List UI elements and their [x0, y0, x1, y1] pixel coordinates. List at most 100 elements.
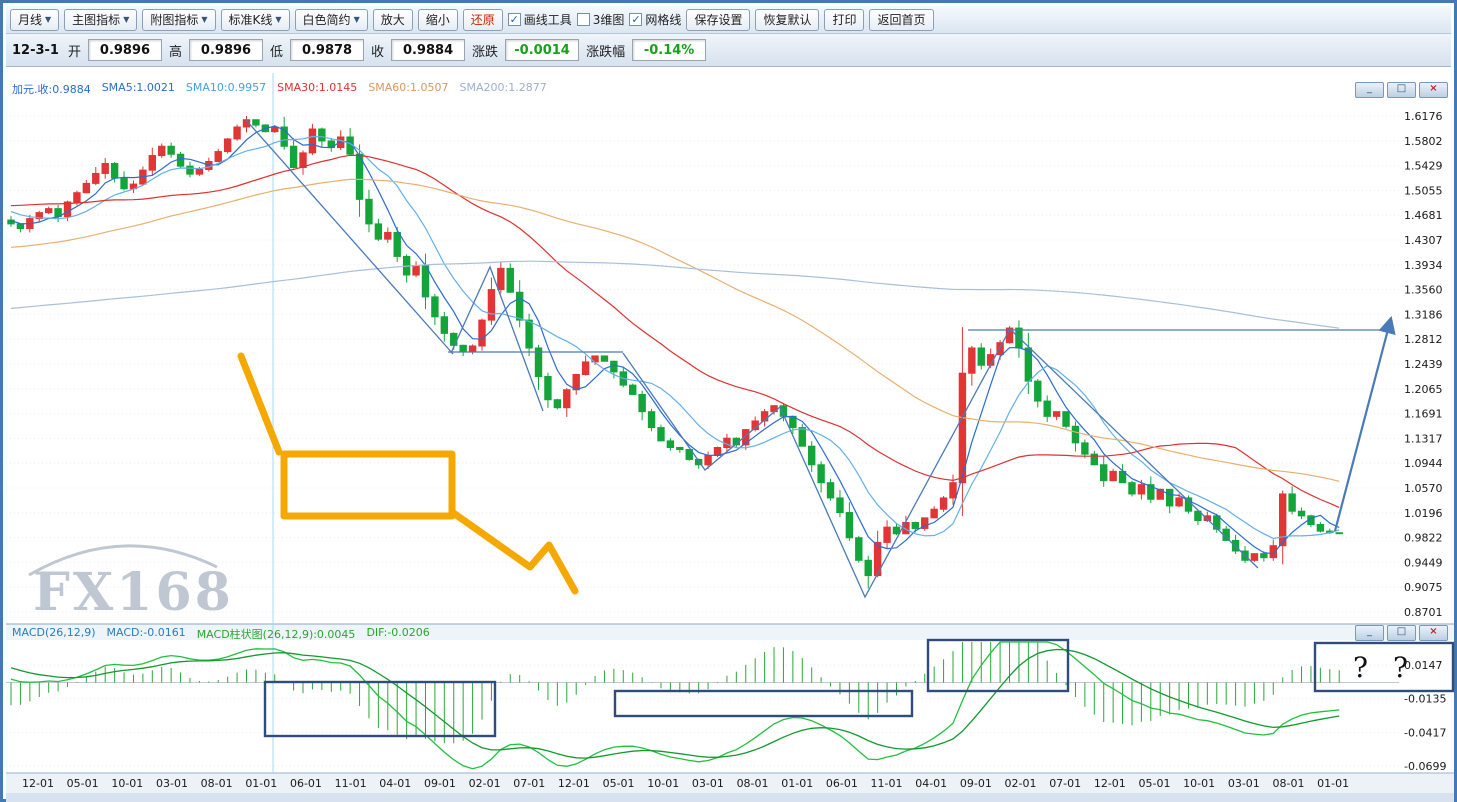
svg-text:01-01: 01-01 [1317, 777, 1349, 790]
svg-text:0.9449: 0.9449 [1404, 556, 1443, 569]
minimize-button[interactable]: _ [1355, 82, 1384, 98]
legend-item: SMA5:1.0021 [101, 81, 175, 94]
quote-date: 12-3-1 [12, 42, 59, 58]
chart-canvas[interactable]: FX168? ?1.61761.58021.54291.50551.46811.4… [6, 67, 1457, 802]
minimize-icon: _ [1367, 626, 1372, 637]
legend-item: MACD(26,12,9) [12, 626, 96, 639]
svg-text:06-01: 06-01 [826, 777, 858, 790]
svg-text:FX168: FX168 [33, 562, 234, 623]
main-chart-legend: 加元.收:0.9884 SMA5:1.0021 SMA10:0.9957 SMA30:… [12, 81, 547, 97]
chart-area: FX168?? 1.6176 1.5802 1.5429 1.5055 1.4681 1.4… [6, 67, 1455, 802]
gridlines [6, 115, 1399, 767]
svg-text:01-01: 01-01 [781, 777, 813, 790]
svg-text:1.2439: 1.2439 [1404, 358, 1443, 371]
save-settings-button[interactable]: 保存设置 [686, 8, 751, 31]
svg-text:03-01: 03-01 [156, 777, 188, 790]
blue-trendline [622, 327, 1259, 599]
chevron-down-icon: ▼ [201, 15, 208, 24]
candle-style-select[interactable]: 标准K线 ▼ [220, 8, 290, 31]
zoom-out-button-label: 缩小 [425, 13, 450, 27]
svg-text:03-01: 03-01 [692, 777, 724, 790]
legend-item: SMA200:1.2877 [459, 81, 547, 94]
svg-text:04-01: 04-01 [915, 777, 947, 790]
chevron-down-icon: ▼ [275, 15, 282, 24]
blue-up-arrow-annotation [1333, 315, 1396, 532]
maximize-button[interactable]: □ [1387, 625, 1416, 641]
svg-text:09-01: 09-01 [424, 777, 456, 790]
chevron-down-icon: ▼ [353, 15, 360, 24]
drawing-tools-checkbox[interactable]: ✓ 画线工具 [507, 11, 572, 28]
gridlines-checkbox-box[interactable]: ✓ [629, 13, 643, 26]
legend-item: MACD:-0.0161 [106, 626, 186, 639]
svg-text:0.0147: 0.0147 [1404, 659, 1443, 672]
svg-text:1.4307: 1.4307 [1404, 234, 1443, 247]
svg-text:1.3186: 1.3186 [1404, 308, 1443, 321]
svg-text:0.9075: 0.9075 [1404, 581, 1443, 594]
period-select-label: 月线 [18, 13, 43, 27]
svg-text:02-01: 02-01 [469, 777, 501, 790]
chevron-down-icon: ▼ [123, 15, 130, 24]
svg-text:1.3934: 1.3934 [1404, 259, 1443, 272]
maximize-icon: □ [1396, 626, 1407, 637]
svg-text:12-01: 12-01 [22, 777, 54, 790]
gridlines-checkbox-label: 网格线 [645, 13, 682, 27]
svg-text:1.1317: 1.1317 [1404, 432, 1443, 445]
quote-field-value: -0.0014 [505, 39, 580, 61]
orange-rectangle-annotation [280, 450, 456, 520]
svg-text:-0.0699: -0.0699 [1404, 760, 1446, 773]
svg-text:08-01: 08-01 [737, 777, 769, 790]
zoom-in-button[interactable]: 放大 [372, 8, 413, 31]
zoom-in-button-label: 放大 [380, 13, 405, 27]
quote-field-value: 0.9884 [391, 39, 466, 61]
close-button[interactable]: × [1419, 82, 1448, 98]
reset-view-button[interactable]: 还原 [462, 8, 503, 31]
drawing-tools-checkbox-box[interactable]: ✓ [507, 13, 521, 26]
zoom-out-button[interactable]: 缩小 [417, 8, 458, 31]
sub-indicator-select[interactable]: 附图指标 ▼ [142, 8, 216, 31]
theme-select[interactable]: 白色简约 ▼ [294, 8, 368, 31]
svg-text:10-01: 10-01 [647, 777, 679, 790]
back-home-button[interactable]: 返回首页 [869, 8, 934, 31]
svg-text:12-01: 12-01 [558, 777, 590, 790]
quote-field-label: 开 [67, 44, 81, 60]
svg-text:07-01: 07-01 [1049, 777, 1081, 790]
sub-indicator-select-label: 附图指标 [150, 13, 199, 27]
three-d-chart-checkbox-label: 3维图 [592, 13, 625, 27]
macd-highlight-box [1313, 641, 1455, 693]
svg-text:1.5429: 1.5429 [1404, 160, 1443, 173]
quote-bar: 12-3-1 开 0.9896 高 0.9896 低 0.9878 收 0.9884 涨跌 -0.… [6, 34, 1451, 67]
period-select[interactable]: 月线 ▼ [10, 8, 60, 31]
legend-item: SMA10:0.9957 [185, 81, 267, 94]
svg-text:11-01: 11-01 [871, 777, 903, 790]
quote-field-value: -0.14% [632, 39, 707, 61]
question-mark-annotation: ? [1393, 651, 1408, 684]
main-indicator-select[interactable]: 主图指标 ▼ [64, 8, 138, 31]
theme-select-label: 白色简约 [302, 13, 351, 27]
orange-line-annotation [237, 352, 283, 456]
sma-5-line [10, 125, 1340, 555]
restore-defaults-button[interactable]: 恢复默认 [755, 8, 820, 31]
close-icon: × [1429, 626, 1438, 637]
blue-trendline [450, 265, 544, 412]
close-button[interactable]: × [1419, 625, 1448, 641]
minimize-button[interactable]: _ [1355, 625, 1384, 641]
print-button[interactable]: 打印 [824, 8, 865, 31]
svg-text:0.8701: 0.8701 [1404, 606, 1443, 619]
maximize-button[interactable]: □ [1387, 82, 1416, 98]
question-mark-annotation: ? [1353, 651, 1368, 684]
orange-line-annotation [448, 508, 579, 595]
quote-field-value: 0.9896 [189, 39, 264, 61]
svg-text:03-01: 03-01 [1228, 777, 1260, 790]
macd-dif-line [10, 641, 1340, 770]
gridlines-checkbox[interactable]: ✓ 网格线 [629, 11, 681, 28]
quote-field-value: 0.9896 [88, 39, 162, 61]
legend-item: DIF:-0.0206 [366, 626, 430, 639]
svg-text:05-01: 05-01 [67, 777, 99, 790]
candle-style-select-label: 标准K线 [228, 13, 273, 27]
three-d-chart-checkbox[interactable]: 3维图 [576, 11, 625, 28]
drawn-annotations[interactable]: ?? [237, 119, 1455, 738]
three-d-chart-checkbox-box[interactable] [576, 13, 590, 26]
svg-text:09-01: 09-01 [960, 777, 992, 790]
main-toolbar: 月线 ▼ 主图指标 ▼ 附图指标 ▼ 标准K线 ▼ 白色简约 ▼ 放大 缩小 还原 ✓ 画线工具 3维图 ✓ 网格… [6, 6, 1451, 34]
reset-view-button-label: 还原 [470, 13, 495, 27]
